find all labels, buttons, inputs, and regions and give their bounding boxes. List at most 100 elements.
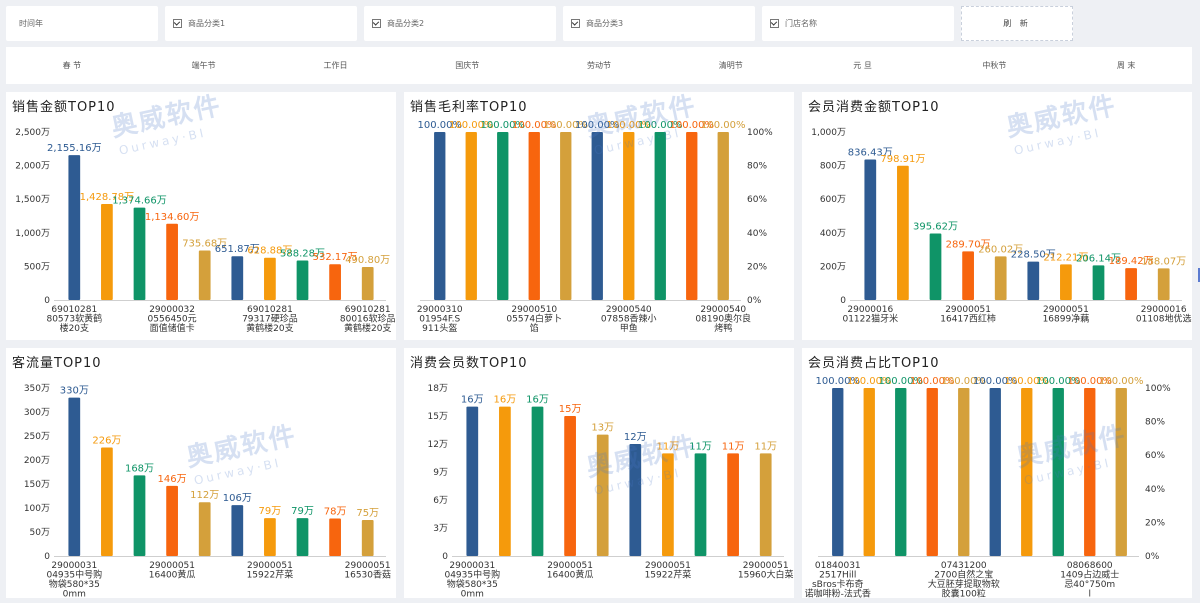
x-tick-line: 07431200 bbox=[941, 561, 987, 571]
x-tick-line: 诺咖啡粉-法式香 bbox=[805, 588, 871, 599]
y-tick-label: 0 bbox=[44, 296, 50, 306]
bar bbox=[296, 518, 309, 556]
filter-year[interactable]: 时间年 bbox=[6, 6, 158, 41]
filter-category1-label: 商品分类1 bbox=[188, 19, 226, 28]
filter-category3-label: 商品分类3 bbox=[586, 19, 624, 28]
x-tick-line: 楼20支 bbox=[60, 322, 89, 334]
x-tick-line: 04935中号购 bbox=[444, 569, 500, 581]
y-tick-label: 9万 bbox=[433, 468, 448, 478]
x-tick-line: 烤鸭 bbox=[714, 322, 732, 334]
y-tick-label: 500万 bbox=[24, 262, 50, 272]
refresh-button[interactable]: 刷 新 bbox=[961, 6, 1073, 41]
holiday-tab[interactable]: 国庆节 bbox=[455, 61, 480, 70]
bar bbox=[962, 251, 974, 300]
x-tick-label: 29000051 16400黄瓜 bbox=[547, 561, 594, 581]
bar bbox=[198, 502, 211, 556]
x-tick-line: 69010281 bbox=[247, 305, 293, 315]
y-tick-label: 6万 bbox=[433, 496, 448, 506]
x-tick-line: 29000510 bbox=[511, 305, 557, 315]
bar bbox=[564, 416, 576, 556]
bar bbox=[531, 406, 544, 556]
bar bbox=[133, 475, 146, 556]
data-label: 100.00% bbox=[638, 120, 683, 131]
x-tick-line: 29000310 bbox=[417, 305, 463, 315]
bar bbox=[133, 207, 146, 300]
filter-category2-label: 商品分类2 bbox=[387, 19, 425, 28]
bar bbox=[1027, 261, 1040, 300]
y-tick-label: 200万 bbox=[24, 456, 50, 466]
y-tick-label: 40% bbox=[747, 229, 767, 239]
chart-panel-member-amount: 会员消费金额TOP10 0 200万 400万 600万 800万 1,000万 836.4… bbox=[802, 92, 1192, 340]
bar bbox=[1157, 268, 1170, 300]
x-tick-line: 29000051 bbox=[149, 561, 195, 571]
bar bbox=[727, 453, 739, 556]
filter-category3[interactable]: 商品分类3 bbox=[563, 6, 755, 41]
x-tick-line: 29000016 bbox=[1141, 305, 1187, 315]
y-tick-label: 18万 bbox=[428, 384, 448, 394]
holiday-tab[interactable]: 工作日 bbox=[323, 61, 348, 70]
y-tick-label: 300万 bbox=[24, 408, 50, 418]
holiday-tab[interactable]: 劳动节 bbox=[587, 61, 612, 70]
x-tick-line: 黄鹤楼20支 bbox=[344, 322, 391, 334]
bar bbox=[166, 485, 178, 556]
data-label: 100.00% bbox=[1068, 376, 1113, 387]
x-tick-line: 29000031 bbox=[449, 561, 495, 571]
y-tick-label: 350万 bbox=[24, 384, 50, 394]
y-tick-label: 100% bbox=[747, 128, 773, 138]
x-tick-line: 08190奥尔良 bbox=[695, 313, 751, 325]
data-label: 188.07万 bbox=[1141, 256, 1186, 267]
checkbox-icon[interactable] bbox=[173, 19, 182, 28]
member-share-bar-chart: 0%20%40%60%80%100%100.00%100.00%100.00%1… bbox=[805, 376, 1172, 599]
checkbox-icon[interactable] bbox=[571, 19, 580, 28]
bar bbox=[591, 132, 603, 300]
bar bbox=[166, 223, 178, 300]
holiday-tab[interactable]: 春 节 bbox=[62, 61, 82, 70]
data-label: 395.62万 bbox=[913, 222, 958, 233]
holiday-tab[interactable]: 清明节 bbox=[718, 61, 743, 70]
x-tick-line: 0mm bbox=[63, 590, 86, 599]
x-tick-label: 69010281 79317硬珍品黄鹤楼20支 bbox=[242, 305, 298, 334]
filter-category2[interactable]: 商品分类2 bbox=[364, 6, 556, 41]
sales-bar-chart: 0 500万 1,000万 1,500万 2,000万 2,500万 2,155.16万 1,… bbox=[15, 128, 396, 334]
x-tick-line: 16400黄瓜 bbox=[149, 569, 196, 581]
data-label: 100.00% bbox=[670, 120, 715, 131]
scrollbar-thumb[interactable] bbox=[1198, 268, 1200, 282]
bar bbox=[101, 447, 113, 556]
data-label: 75万 bbox=[356, 508, 379, 519]
x-tick-line: 0556450元 bbox=[148, 315, 197, 325]
margin-bar-chart: 0%20%40%60%80%100%100.00%100.00%100.00%1… bbox=[417, 120, 773, 334]
data-label: 289.70万 bbox=[946, 239, 991, 250]
y-tick-label: 0 bbox=[44, 552, 50, 562]
holiday-tab[interactable]: 周 末 bbox=[1116, 61, 1136, 70]
x-tick-line: 29000032 bbox=[149, 305, 195, 315]
x-tick-line: 80016软珍品 bbox=[340, 313, 396, 325]
bar bbox=[1125, 268, 1137, 300]
holiday-tab[interactable]: 元 旦 bbox=[853, 61, 872, 70]
data-label: 100.00% bbox=[1099, 376, 1144, 387]
data-label: 212.21万 bbox=[1043, 252, 1088, 263]
x-tick-line: 29000051 bbox=[945, 305, 991, 315]
data-label: 1,428.78万 bbox=[80, 192, 135, 203]
x-tick-line: 16400黄瓜 bbox=[547, 569, 594, 581]
y-tick-label: 400万 bbox=[820, 229, 846, 239]
bar bbox=[926, 388, 938, 556]
checkbox-icon[interactable] bbox=[770, 19, 779, 28]
holiday-tab[interactable]: 端午节 bbox=[191, 61, 216, 70]
x-tick-label: 07431200 2700自然之宝大豆胚芽提取物软胶囊100粒 bbox=[928, 561, 1000, 598]
filter-category1[interactable]: 商品分类1 bbox=[165, 6, 357, 41]
data-label: 100.00% bbox=[942, 376, 987, 387]
data-label: 11万 bbox=[722, 441, 745, 452]
chart-title: 客流量TOP10 bbox=[12, 356, 102, 371]
y-tick-label: 0 bbox=[442, 552, 448, 562]
checkbox-icon[interactable] bbox=[372, 19, 381, 28]
data-label: 11万 bbox=[754, 441, 777, 452]
bar bbox=[361, 520, 374, 556]
holiday-tab[interactable]: 中秋节 bbox=[982, 61, 1007, 70]
bar bbox=[864, 159, 877, 300]
y-tick-label: 100万 bbox=[24, 504, 50, 514]
x-tick-line: 16530香菇 bbox=[344, 569, 391, 581]
data-label: 11万 bbox=[689, 441, 712, 452]
bar bbox=[231, 505, 244, 556]
filter-store[interactable]: 门店名称 bbox=[762, 6, 954, 41]
